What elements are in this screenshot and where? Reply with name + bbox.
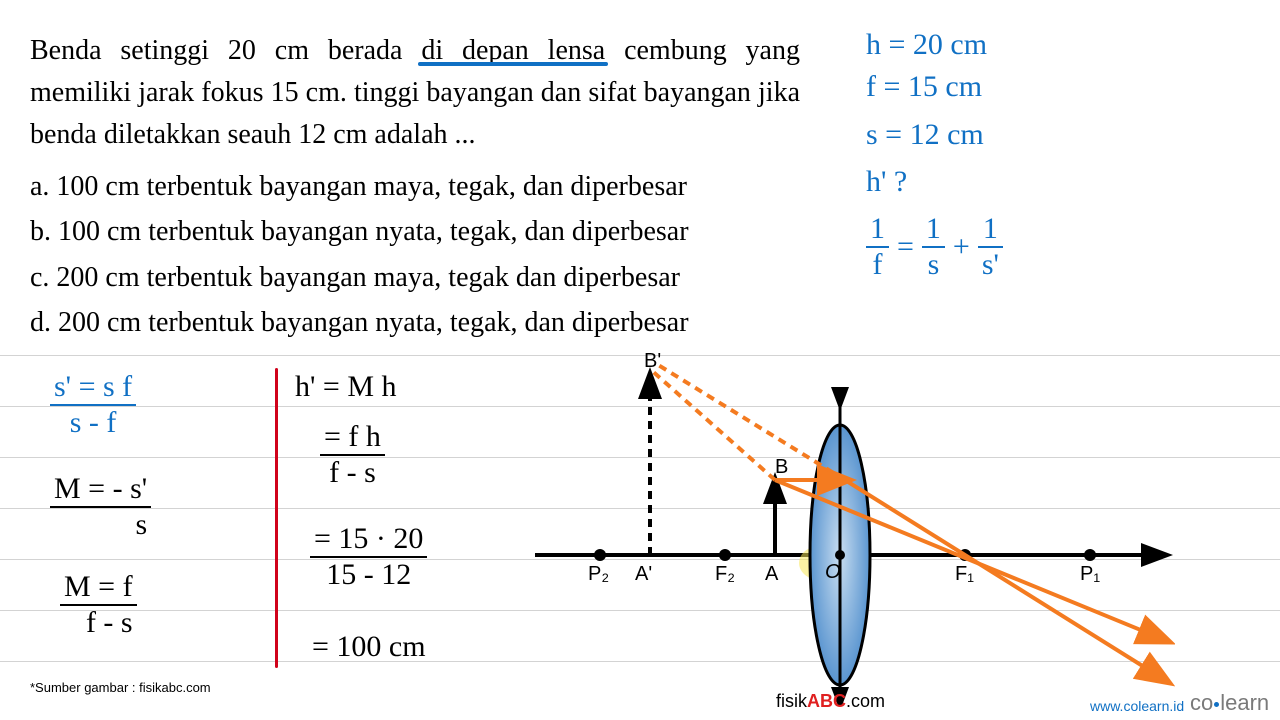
problem-statement: Benda setinggi 20 cm berada di depan len… [30,30,800,156]
work-hprime-2: = f hf - s [320,420,385,490]
work-M1: M = - s's [50,472,151,542]
label-P1: P₁ [1080,563,1100,585]
label-B: B [775,456,788,478]
answer-options: a. 100 cm terbentuk bayangan maya, tegak… [30,165,689,347]
option-c: c. 200 cm terbentuk bayangan maya, tegak… [30,256,689,299]
given-h: h = 20 cm [866,28,987,62]
label-P2: P₂ [588,563,609,585]
option-d: d. 200 cm terbentuk bayangan nyata, tega… [30,301,689,344]
label-Ap: A' [635,563,652,585]
given-s: s = 12 cm [866,118,984,152]
label-O: O [825,561,841,583]
work-M2: M = ff - s [60,570,137,640]
option-a: a. 100 cm terbentuk bayangan maya, tegak… [30,165,689,208]
point-F2 [719,549,731,561]
problem-line1: Benda setinggi 20 cm berada di depan len… [30,35,800,66]
image-source-note: *Sumber gambar : fisikabc.com [30,680,211,695]
point-P1 [1084,549,1096,561]
fisikabc-watermark: fisikABC.com [776,691,885,712]
lens-equation: 1f = 1s + 1s' [866,212,1003,282]
work-hprime-4: = 100 cm [312,630,426,664]
ray-diagram: B' B A' A P₂ F₂ O F₁ P₁ [525,345,1175,705]
given-f: f = 15 cm [866,70,982,104]
label-F1: F₁ [955,563,974,585]
red-divider [275,368,278,668]
label-A: A [765,563,779,585]
colearn-logo: colearn [1190,690,1269,716]
point-P2 [594,549,606,561]
given-hprime: h' ? [866,165,907,199]
ray1-refracted [845,480,1165,680]
colearn-link: www.colearn.id [1090,698,1184,714]
ray1-backtrace [655,363,845,480]
option-b: b. 100 cm terbentuk bayangan nyata, tega… [30,210,689,253]
underline-lensa-cembung [418,62,608,66]
work-hprime-1: h' = M h [295,370,397,404]
problem-line2: memiliki jarak fokus 15 cm. tinggi bayan… [30,77,637,108]
label-Bp: B' [644,350,661,372]
work-hprime-3: = 15 · 2015 - 12 [310,522,427,592]
label-F2: F₂ [715,563,735,585]
work-sprime: s' = s fs - f [50,370,136,440]
